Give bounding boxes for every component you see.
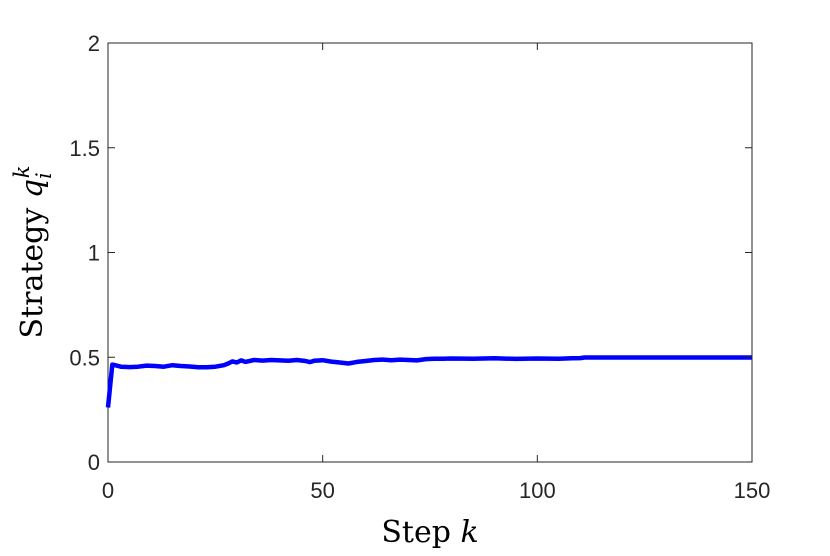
y-axis-label-var: q bbox=[15, 179, 50, 198]
x-tick-label: 0 bbox=[102, 478, 114, 503]
x-axis-label-var: k bbox=[460, 515, 478, 550]
series-layer bbox=[105, 355, 752, 408]
plot-area bbox=[107, 42, 753, 463]
y-tick-label: 2 bbox=[88, 31, 100, 56]
y-tick-label: 0 bbox=[88, 450, 100, 475]
y-tick-label: 1 bbox=[88, 241, 100, 266]
y-axis-label-sub: i bbox=[32, 172, 56, 179]
x-tick-label: 100 bbox=[519, 478, 556, 503]
y-tick-label: 1.5 bbox=[69, 136, 100, 161]
x-axis-label: Step k bbox=[381, 515, 478, 550]
y-axis-label-text: Strategy bbox=[15, 198, 50, 338]
y-axis-label-sup: k bbox=[10, 165, 34, 178]
y-axis-label: Strategy qik bbox=[10, 165, 56, 338]
x-tick-label: 150 bbox=[734, 478, 771, 503]
x-tick-label: 50 bbox=[310, 478, 334, 503]
y-tick-label: 0.5 bbox=[69, 345, 100, 370]
x-axis-label-text: Step bbox=[381, 515, 460, 550]
plot-frame bbox=[107, 42, 753, 463]
ticks-layer: 0 50 100 150 0 0.5 1 1.5 2 bbox=[69, 31, 770, 503]
series-line bbox=[105, 355, 752, 408]
